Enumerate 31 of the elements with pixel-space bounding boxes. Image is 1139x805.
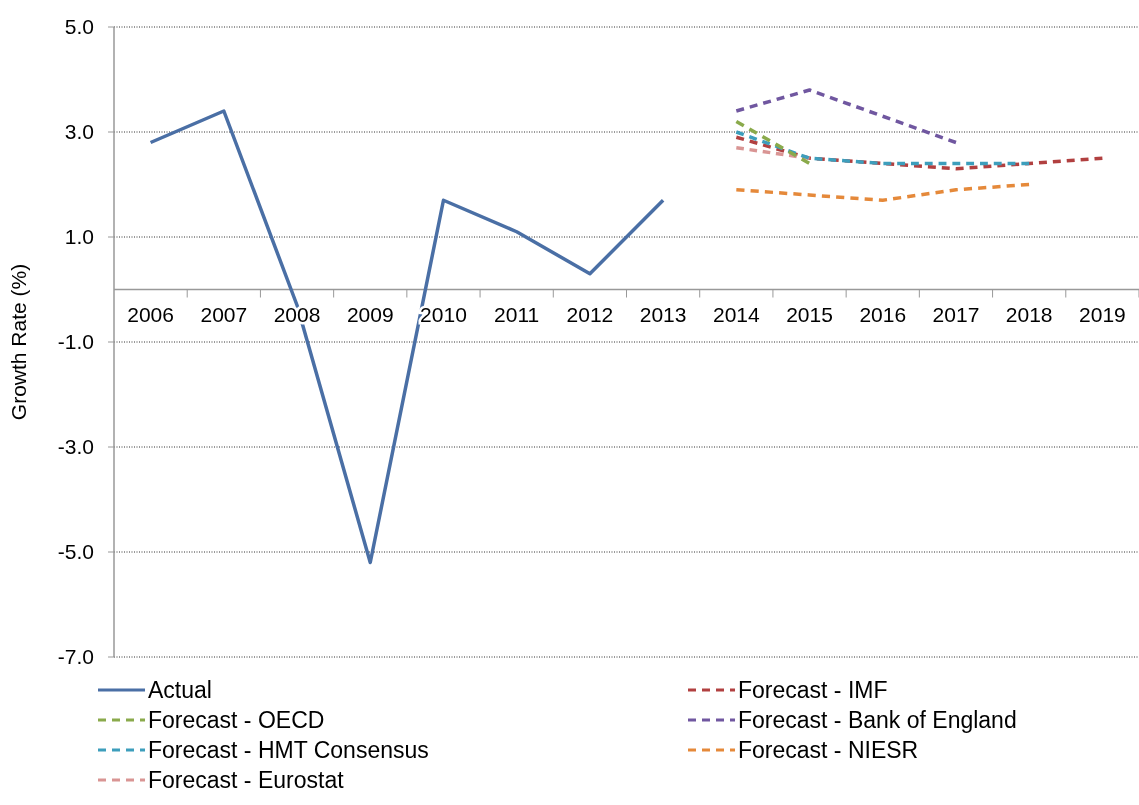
x-tick-label: 2006 — [127, 302, 174, 326]
legend-label: Forecast - Bank of England — [738, 707, 1017, 734]
x-tick-label: 2018 — [1005, 302, 1053, 326]
y-tick-label: -5.0 — [57, 540, 94, 564]
x-tick-label: 2007 — [200, 302, 248, 326]
y-tick-label: -1.0 — [57, 330, 94, 354]
y-tick-label: -3.0 — [57, 435, 94, 459]
legend-label: Forecast - IMF — [738, 677, 888, 704]
y-tick-label: 3.0 — [64, 120, 94, 144]
legend-label: Forecast - NIESR — [738, 737, 919, 764]
legend-label: Forecast - HMT Consensus — [148, 737, 429, 764]
y-axis-title: Growth Rate (%) — [7, 263, 30, 421]
x-tick-label: 2015 — [786, 302, 833, 326]
x-tick-label: 2014 — [712, 302, 760, 326]
y-tick-label: 1.0 — [64, 225, 94, 249]
x-tick-label: 2010 — [420, 302, 467, 326]
legend-label: Forecast - Eurostat — [148, 767, 345, 794]
x-tick-label: 2009 — [346, 302, 394, 326]
x-tick-label: 2016 — [859, 302, 907, 326]
line-series — [734, 135, 1105, 171]
x-tick-label: 2017 — [932, 302, 980, 326]
x-tick-label: 2011 — [494, 302, 540, 326]
line-series — [734, 88, 958, 145]
y-tick-label: 5.0 — [64, 15, 94, 39]
line-series — [734, 182, 1031, 202]
x-tick-label: 2012 — [566, 302, 614, 326]
x-tick-label: 2013 — [639, 302, 687, 326]
y-tick-label: -7.0 — [57, 645, 94, 669]
x-tick-label: 2019 — [1079, 302, 1126, 326]
legend-label: Actual — [148, 677, 212, 704]
legend-label: Forecast - OECD — [148, 707, 325, 734]
